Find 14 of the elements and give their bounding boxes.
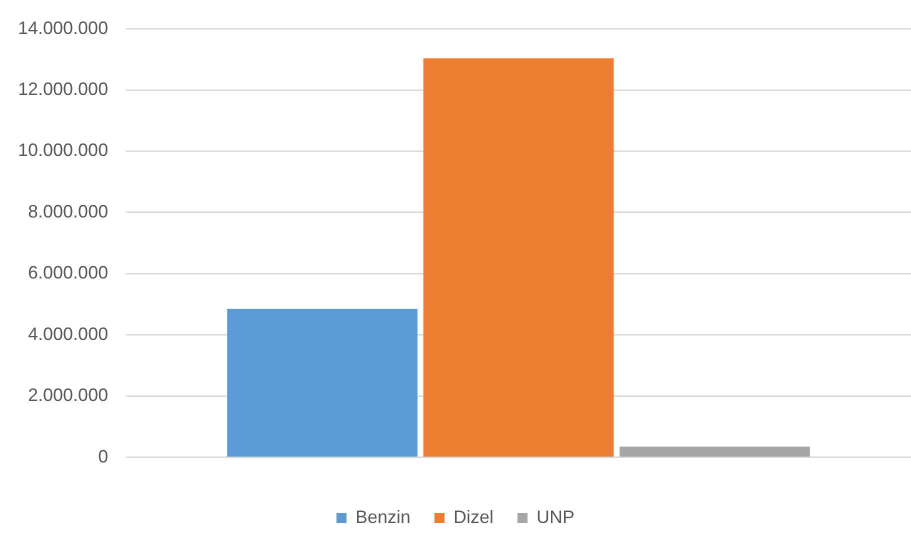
y-tick-label: 10.000.000 [18,140,108,160]
y-tick-label: 0 [98,446,108,466]
y-tick-label: 4.000.000 [28,324,108,344]
legend-label: Benzin [355,506,411,527]
y-tick-label: 6.000.000 [28,262,108,283]
y-tick-label: 8.000.000 [28,201,108,222]
legend-label: UNP [536,506,575,527]
y-tick-label: 2.000.000 [28,385,108,406]
y-tick-label: 12.000.000 [18,78,108,99]
bar [423,58,614,457]
bar [227,308,418,457]
bar [620,446,810,457]
y-tick-label: 14.000.000 [18,18,108,38]
legend-label: Dizel [454,506,494,527]
